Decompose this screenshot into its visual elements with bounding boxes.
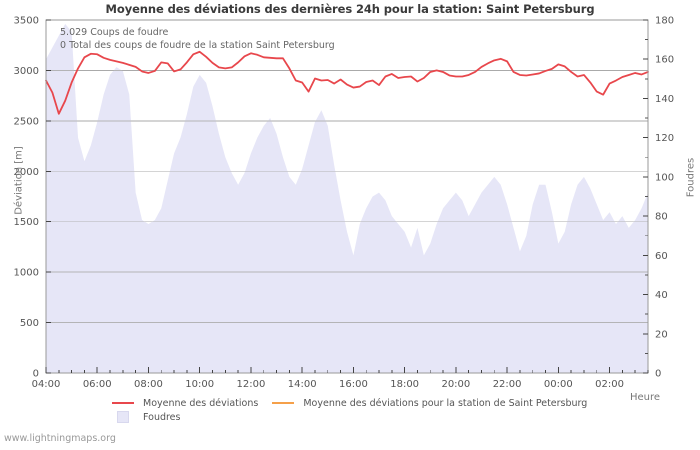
y-axis-tick-label-right: 20 (655, 329, 668, 340)
watermark-link[interactable]: www.lightningmaps.org (4, 433, 116, 444)
legend-box-swatch-lightning (117, 411, 129, 423)
y-axis-tick-label-right: 120 (655, 133, 674, 144)
page-title: Moyenne des déviations des dernières 24h… (105, 2, 595, 16)
y-axis-tick-label-right: 0 (655, 369, 661, 380)
x-axis-tick-label: 22:00 (493, 379, 522, 390)
legend-line-swatch-deviation (112, 401, 134, 405)
y-axis-tick-label-left: 2500 (14, 116, 39, 127)
deviation-line-series (45, 50, 649, 115)
x-axis-tick-label: 04:00 (32, 379, 61, 390)
y-axis-tick-label-right: 60 (655, 251, 668, 262)
y-axis-tick-label-right: 40 (655, 290, 668, 301)
x-axis-tick-label: 18:00 (390, 379, 419, 390)
legend-item-station-deviation[interactable]: Moyenne des déviations pour la station d… (272, 398, 587, 409)
y-axis-label-right: Foudres (685, 157, 697, 198)
legend-label-station-deviation: Moyenne des déviations pour la station d… (303, 397, 588, 409)
legend-item-lightning[interactable]: Foudres (112, 411, 180, 423)
y-axis-tick-label-left: 3000 (14, 66, 39, 77)
legend-label-deviation: Moyenne des déviations (143, 397, 259, 409)
y-axis-tick-label-left: 3500 (14, 16, 39, 27)
x-axis-tick-label: 02:00 (595, 379, 624, 390)
y-axis-tick-label-right: 180 (655, 16, 674, 27)
x-axis-tick-label: 20:00 (441, 379, 470, 390)
y-axis-label-left: Déviation [m] (13, 146, 25, 215)
x-axis-tick-label: 12:00 (237, 379, 266, 390)
y-axis-tick-label-right: 100 (655, 172, 674, 183)
y-axis-tick-label-right: 160 (655, 55, 674, 66)
y-axis-tick-label-right: 80 (655, 212, 668, 223)
legend-label-lightning: Foudres (143, 411, 181, 423)
chart-annotation: 0 Total des coups de foudre de la statio… (60, 40, 335, 51)
chart-legend: Moyenne des déviations Moyenne des dévia… (112, 396, 652, 424)
y-axis-tick-label-left: 1000 (14, 268, 39, 279)
lightning-area-series (46, 23, 648, 373)
legend-line-swatch-station (272, 401, 295, 405)
x-axis-tick-label: 14:00 (288, 379, 317, 390)
y-axis-tick-label-right: 140 (655, 94, 674, 105)
x-axis-tick-label: 16:00 (339, 379, 368, 390)
x-axis-label: Heure (629, 392, 661, 403)
x-axis-tick-label: 00:00 (544, 379, 573, 390)
y-axis-tick-label-left: 0 (33, 369, 39, 380)
chart-annotation: 5.029 Coups de foudre (60, 27, 168, 38)
y-axis-tick-label-left: 2000 (14, 167, 39, 178)
y-axis-tick-label-left: 500 (20, 318, 39, 329)
x-axis-tick-label: 10:00 (185, 379, 214, 390)
x-axis-tick-label: 08:00 (134, 379, 163, 390)
y-axis-tick-label-left: 1500 (14, 217, 39, 228)
x-axis-tick-label: 06:00 (83, 379, 112, 390)
legend-item-deviation[interactable]: Moyenne des déviations (112, 398, 258, 409)
